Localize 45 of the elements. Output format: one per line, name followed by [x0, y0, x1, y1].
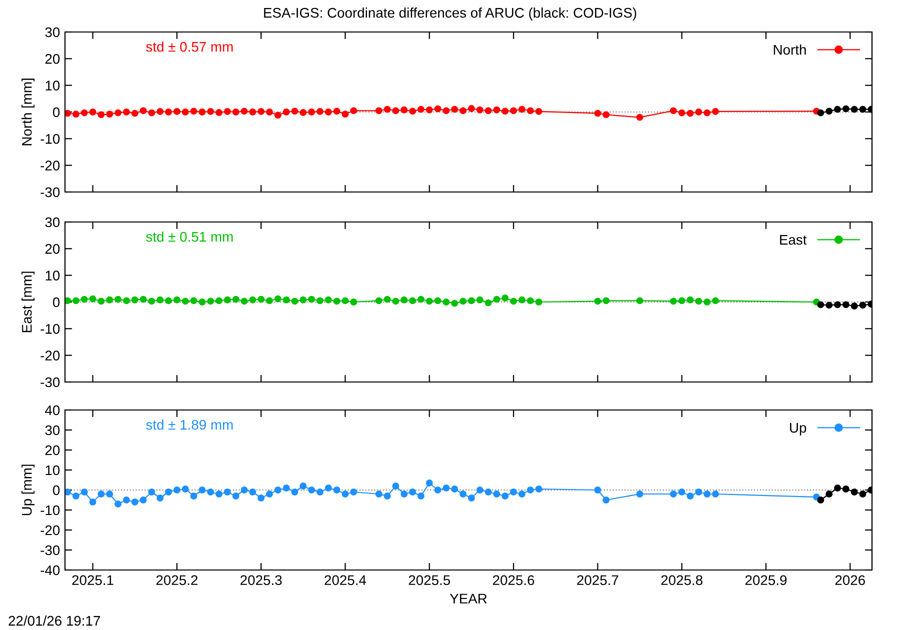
x-tick-label: 2025.7	[577, 575, 618, 586]
y-axis-title: North [mm]	[22, 78, 35, 146]
y-tick-label: -10	[40, 505, 60, 516]
y-tick-label: 10	[46, 270, 60, 281]
y-tick-label: 20	[45, 54, 60, 64]
y-tick-label: -20	[40, 160, 60, 171]
x-tick-label: 2025.2	[156, 575, 198, 586]
x-tick-label: 2025.6	[492, 575, 534, 586]
y-tick-label: -40	[40, 565, 60, 576]
y-tick-label: -10	[40, 134, 60, 144]
y-tick-label: -20	[40, 525, 60, 536]
x-tick-label: 2025.3	[240, 575, 282, 586]
y-tick-label: 40	[45, 405, 60, 416]
x-tick-label: 2026	[835, 575, 865, 586]
legend-label: East	[780, 235, 807, 245]
x-tick-label: 2025.4	[324, 575, 366, 586]
annotation: std ± 0.51 mm	[146, 232, 233, 242]
y-axis-title: Up [mm]	[22, 464, 35, 516]
x-axis-title: YEAR	[450, 594, 487, 604]
text: 22/01/26 19:17	[8, 616, 100, 626]
y-tick-label: 20	[45, 445, 60, 456]
x-tick-label: 2025.8	[661, 575, 702, 586]
y-tick-label: 30	[45, 425, 60, 436]
y-tick-label: -20	[40, 350, 60, 361]
y-tick-label: 10	[46, 465, 60, 476]
x-tick-label: 2025.1	[72, 575, 114, 586]
y-tick-label: 0	[52, 485, 60, 496]
x-tick-label: 2025.5	[408, 575, 450, 586]
y-tick-label: -30	[40, 377, 60, 388]
annotation: std ± 1.89 mm	[146, 420, 233, 430]
y-tick-label: 10	[46, 80, 60, 91]
chart-title: ESA-IGS: Coordinate differences of ARUC (black: COD-IGS)	[264, 8, 636, 20]
y-tick-label: 20	[45, 244, 60, 254]
y-tick-label: -30	[40, 545, 60, 556]
y-tick-label: 30	[45, 217, 60, 228]
annotation: std ± 0.57 mm	[146, 42, 233, 52]
y-tick-label: 0	[52, 297, 60, 308]
y-tick-label: 30	[45, 27, 60, 38]
y-tick-label: -10	[40, 324, 60, 334]
y-tick-label: -30	[40, 187, 60, 198]
y-axis-title: East [mm]	[22, 272, 35, 332]
legend-label: Up	[790, 423, 806, 436]
x-tick-label: 2025.9	[745, 575, 787, 586]
legend-label: North	[774, 44, 806, 55]
y-tick-label: 0	[52, 107, 60, 118]
